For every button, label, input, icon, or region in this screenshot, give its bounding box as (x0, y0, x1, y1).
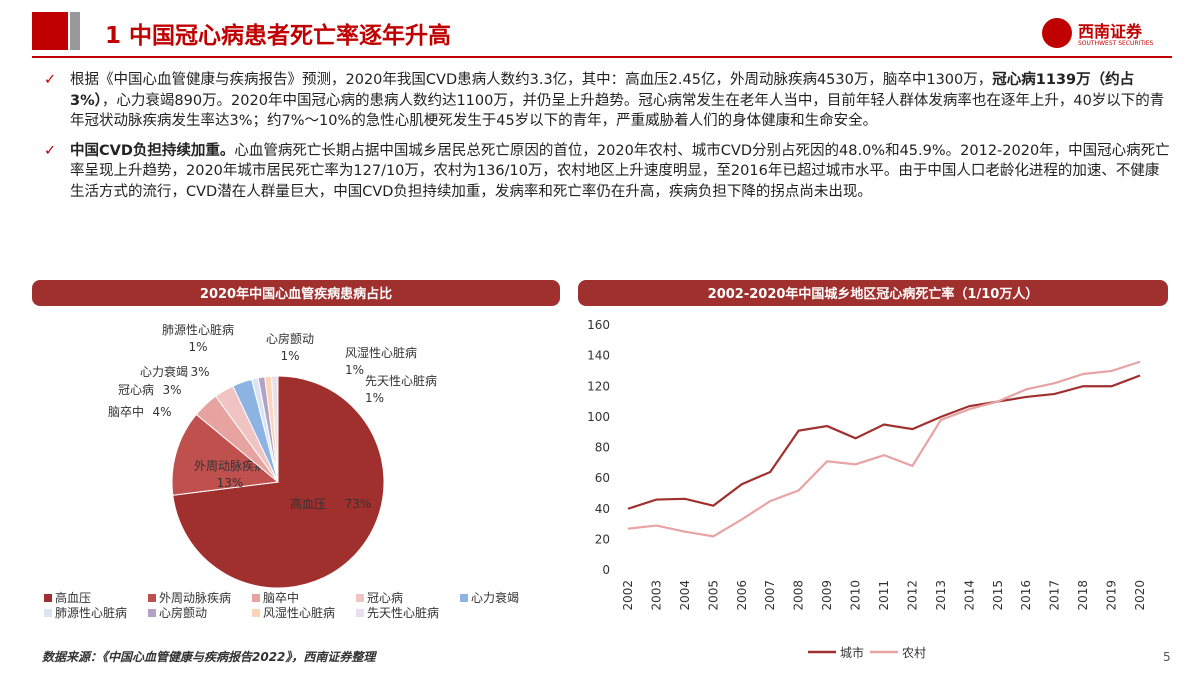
logo-text: 西南证券 (1078, 22, 1143, 41)
legend-label: 肺源性心脏病 (55, 605, 127, 620)
header-rule (32, 56, 1172, 58)
x-tick-label: 2020 (1133, 580, 1147, 611)
slice-label: 肺源性心脏病 (162, 322, 234, 337)
legend-label: 冠心病 (367, 590, 403, 605)
legend-swatch (356, 609, 364, 617)
y-tick-label: 160 (587, 318, 610, 332)
x-tick-label: 2007 (763, 580, 777, 611)
y-tick-label: 120 (587, 379, 610, 393)
x-tick-label: 2011 (877, 580, 891, 611)
x-tick-label: 2009 (820, 580, 834, 611)
line-series (627, 360, 1141, 538)
x-tick-label: 2016 (1019, 580, 1033, 611)
legend-label: 心力衰竭 (471, 590, 519, 605)
pie-slice (171, 413, 280, 496)
slice-value: 3% (190, 365, 209, 379)
bullet-text: ，心力衰竭890万。2020年中国冠心病的患病人数约达1100万，并仍呈上升趋势… (70, 92, 1165, 130)
legend-label: 心房颤动 (159, 605, 207, 620)
legend-label: 外周动脉疾病 (159, 590, 231, 605)
slice-label: 外周动脉疾病 (194, 458, 266, 473)
slice-value: 4% (152, 405, 171, 419)
pie-slice (270, 375, 279, 483)
y-tick-label: 0 (602, 563, 610, 577)
slice-label: 先天性心脏病 (365, 373, 437, 388)
x-tick-label: 2019 (1105, 580, 1119, 611)
slice-value: 1% (345, 363, 364, 377)
page-number: 5 (1163, 650, 1171, 664)
panel-header (32, 280, 560, 306)
y-tick-label: 40 (595, 502, 610, 516)
legend-swatch (148, 594, 156, 602)
source: 数据来源：《中国心血管健康与疾病报告2022》，西南证券整理 (42, 650, 376, 664)
slice-label: 高血压 (290, 496, 326, 511)
bullet: 根据《中国心血管健康与疾病报告》预测，2020年我国CVD患病人数约3.3亿，其… (40, 70, 1170, 132)
logo-mark (1042, 18, 1072, 48)
legend-label: 先天性心脏病 (367, 605, 439, 620)
slice-value: 1% (188, 340, 207, 354)
x-tick-label: 2014 (962, 580, 976, 611)
legend-label: 农村 (902, 646, 926, 660)
y-tick-label: 60 (595, 471, 610, 485)
legend-label: 高血压 (55, 590, 91, 605)
slice-label: 风湿性心脏病 (345, 345, 417, 360)
x-tick-label: 2006 (735, 580, 749, 611)
bullet-text: 心血管病死亡长期占据中国城乡居民总死亡原因的首位，2020年农村、城市CVD分别… (70, 142, 1170, 200)
bullet-list: 根据《中国心血管健康与疾病报告》预测，2020年我国CVD患病人数约3.3亿，其… (40, 70, 1170, 211)
panel-header (578, 280, 1168, 306)
x-tick-label: 2002 (621, 580, 635, 611)
bullet: 中国CVD负担持续加重。心血管病死亡长期占据中国城乡居民总死亡原因的首位，202… (40, 141, 1170, 203)
line-series (627, 374, 1141, 510)
legend-swatch (44, 594, 52, 602)
x-tick-label: 2008 (792, 580, 806, 611)
slice-value: 1% (280, 349, 299, 363)
legend-label: 风湿性心脏病 (263, 605, 335, 620)
slice-label: 冠心病 (118, 382, 154, 397)
slice-value: 13% (217, 476, 244, 490)
header-block (32, 12, 68, 50)
y-tick-label: 140 (587, 349, 610, 363)
slice-value: 3% (162, 383, 181, 397)
x-tick-label: 2017 (1048, 580, 1062, 611)
x-tick-label: 2010 (849, 580, 863, 611)
x-tick-label: 2004 (678, 580, 692, 611)
legend-label: 城市 (840, 645, 864, 660)
legend-label: 脑卒中 (263, 590, 299, 605)
x-tick-label: 2018 (1076, 580, 1090, 611)
slice-label: 心力衰竭 (140, 364, 188, 379)
chart-title: 2020年中国心血管疾病患病占比 (200, 286, 392, 302)
legend-swatch (252, 609, 260, 617)
slice-value: 73% (345, 497, 372, 511)
legend-swatch (460, 594, 468, 602)
legend-swatch (252, 594, 260, 602)
bullet-text: 冠心病1139万（约占3%） (70, 72, 1135, 109)
y-tick-label: 20 (595, 532, 610, 546)
x-tick-label: 2003 (649, 580, 663, 611)
header-block (70, 12, 80, 50)
slice-label: 脑卒中 (108, 404, 144, 419)
x-tick-label: 2013 (934, 580, 948, 611)
slice-value: 1% (365, 391, 384, 405)
slice-label: 心房颤动 (266, 331, 314, 346)
x-tick-label: 2005 (706, 580, 720, 611)
bullet-text: 根据《中国心血管健康与疾病报告》预测，2020年我国CVD患病人数约3.3亿，其… (70, 72, 993, 88)
y-tick-label: 100 (587, 410, 610, 424)
legend-swatch (44, 609, 52, 617)
legend-swatch (356, 594, 364, 602)
page-title: 1 中国冠心病患者死亡率逐年升高 (105, 23, 452, 49)
legend-swatch (148, 609, 156, 617)
logo-sub: SOUTHWEST SECURITIES (1078, 40, 1154, 47)
bullet-text: 中国CVD负担持续加重。 (70, 142, 235, 159)
x-tick-label: 2012 (905, 580, 919, 611)
y-tick-label: 80 (595, 441, 610, 455)
x-tick-label: 2015 (991, 580, 1005, 611)
chart-title: 2002-2020年中国城乡地区冠心病死亡率（1/10万人） (708, 286, 1039, 302)
